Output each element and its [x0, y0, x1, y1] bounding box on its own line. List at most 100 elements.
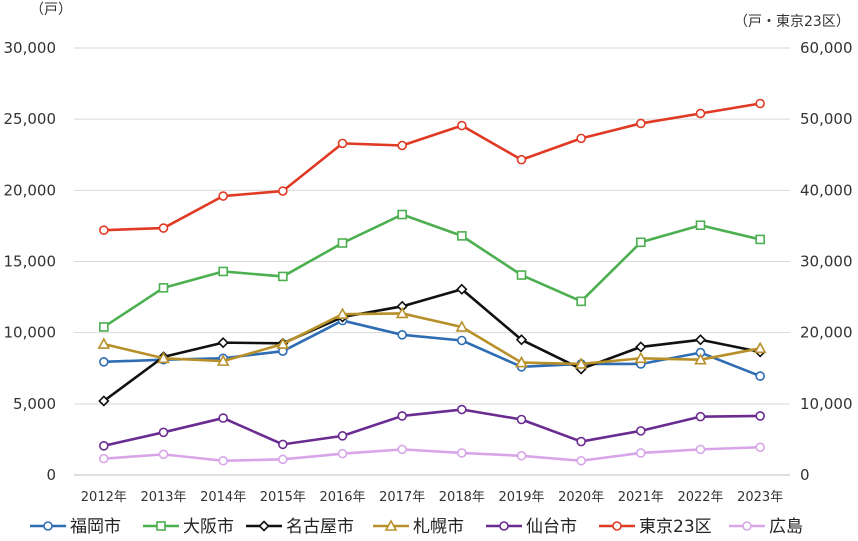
data-point [576, 455, 586, 466]
data-point [99, 441, 109, 451]
left-tick-label: 20,000 [4, 181, 57, 199]
data-point [635, 341, 647, 353]
data-point [636, 448, 646, 458]
series-line [103, 445, 761, 463]
series-line [103, 102, 761, 232]
data-point [216, 354, 230, 366]
left-tick-label: 10,000 [4, 324, 57, 342]
data-point [397, 209, 407, 220]
data-point [636, 237, 646, 248]
x-tick-label: 2012年 [81, 490, 127, 505]
data-point [278, 454, 288, 465]
legend-label: 札幌市 [413, 517, 464, 537]
x-tick-label: 2020年 [558, 490, 604, 505]
series-line [103, 312, 761, 366]
right-tick-label: 20,000 [800, 324, 853, 342]
data-point [397, 411, 407, 421]
data-point [457, 231, 467, 241]
x-tick-label: 2015年 [260, 490, 306, 505]
legend-label: 福岡市 [70, 517, 121, 537]
data-point [755, 371, 765, 381]
left-tick-label: 30,000 [4, 39, 57, 57]
data-point [218, 266, 228, 277]
left-tick-label: 0 [46, 466, 56, 484]
series-大阪市 [99, 209, 765, 332]
data-point [695, 411, 706, 422]
series-名古屋市 [98, 283, 766, 407]
legend-label: 東京23区 [639, 517, 712, 537]
left-tick-label: 15,000 [4, 253, 57, 271]
data-point [576, 436, 586, 447]
data-point [98, 395, 110, 407]
data-point [755, 234, 765, 245]
data-point [755, 411, 765, 421]
data-point [337, 138, 348, 149]
series-line [103, 213, 761, 329]
data-point [695, 444, 706, 455]
data-point [337, 238, 348, 248]
right-axis-unit: （戸・東京23区） [734, 14, 850, 30]
series-lines [97, 98, 767, 466]
data-point [576, 296, 586, 307]
data-point [397, 444, 407, 455]
left-tick-label: 5,000 [13, 395, 56, 413]
series-広島 [99, 442, 765, 466]
data-point [218, 191, 228, 201]
legend-label: 名古屋市 [286, 517, 354, 537]
legend-marker [258, 520, 270, 532]
data-point [515, 334, 528, 346]
data-point [636, 426, 646, 436]
right-tick-label: 30,000 [800, 253, 853, 271]
data-point [695, 108, 706, 119]
right-tick-label: 60,000 [800, 39, 853, 57]
data-point [455, 320, 469, 332]
x-tick-label: 2016年 [319, 490, 365, 505]
data-point [278, 439, 288, 450]
legend-item: 札幌市 [373, 517, 464, 537]
data-point [753, 341, 767, 354]
data-point [755, 98, 765, 109]
data-point [694, 353, 707, 365]
data-point [276, 337, 290, 349]
legend-item: 福岡市 [30, 517, 121, 537]
legend-item: 大阪市 [143, 517, 234, 537]
x-tick-label: 2017年 [379, 490, 425, 505]
x-axis-ticks: 2012年 2013年 2014年 2015年 2016年 2017年 2018年 2019年… [81, 490, 783, 505]
series-仙台市 [99, 404, 765, 451]
data-point [218, 413, 228, 423]
data-point [158, 427, 169, 438]
data-point [516, 270, 527, 280]
data-point [217, 336, 229, 349]
right-tick-label: 40,000 [800, 181, 853, 199]
x-tick-label: 2023年 [737, 490, 783, 505]
legend-label: 仙台市 [526, 517, 577, 537]
data-point [457, 120, 467, 131]
data-point [515, 355, 528, 368]
data-point [634, 351, 648, 364]
data-point [516, 154, 527, 165]
x-tick-label: 2018年 [439, 490, 485, 505]
right-tick-label: 0 [800, 466, 810, 484]
legend: 福岡市 大阪市 名古屋市 札幌市 仙台市 東京23区 広島 [30, 517, 803, 537]
data-point [695, 220, 706, 231]
data-point [158, 283, 169, 293]
data-point [99, 357, 109, 367]
series-東京23区 [99, 98, 765, 235]
legend-marker [612, 521, 622, 531]
data-point [99, 322, 109, 332]
data-point [337, 448, 348, 459]
left-axis-ticks: 0 5,000 10,000 15,000 20,000 25,000 30,000 [4, 39, 57, 484]
data-point [576, 133, 586, 144]
data-point [278, 186, 288, 196]
x-tick-label: 2022年 [677, 490, 723, 505]
legend-item: 東京23区 [599, 517, 712, 537]
right-tick-label: 50,000 [800, 110, 853, 128]
data-point [99, 225, 109, 235]
data-point [397, 140, 407, 151]
right-axis-ticks: 0 10,000 20,000 30,000 40,000 50,000 60,000 [800, 39, 853, 484]
legend-marker [384, 519, 398, 531]
legend-item: 名古屋市 [246, 517, 354, 537]
x-tick-label: 2021年 [618, 490, 664, 505]
data-point [516, 450, 527, 461]
series-line [103, 319, 761, 378]
